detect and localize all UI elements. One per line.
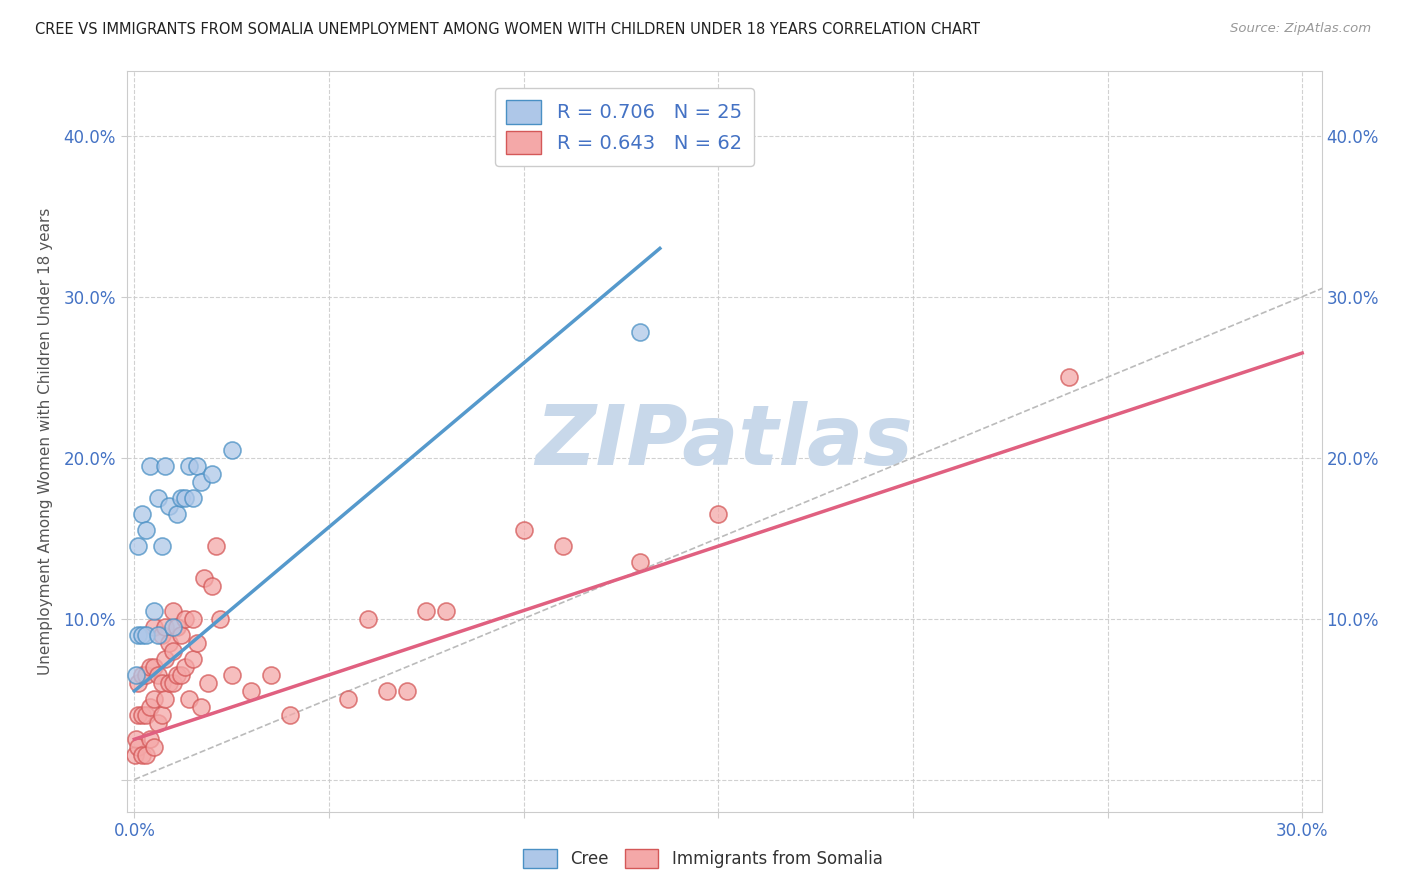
Point	[162, 619, 184, 633]
Point	[162, 644, 184, 658]
Point	[707, 507, 730, 521]
Point	[174, 660, 197, 674]
Point	[259, 668, 281, 682]
Point	[377, 684, 399, 698]
Point	[193, 571, 215, 585]
Point	[146, 628, 169, 642]
Point	[135, 523, 157, 537]
Point	[127, 708, 149, 723]
Point	[415, 603, 437, 617]
Point	[162, 603, 184, 617]
Point	[434, 603, 457, 617]
Point	[125, 732, 148, 747]
Point	[278, 708, 301, 723]
Point	[157, 676, 180, 690]
Legend: Cree, Immigrants from Somalia: Cree, Immigrants from Somalia	[516, 842, 890, 875]
Point	[131, 668, 153, 682]
Text: CREE VS IMMIGRANTS FROM SOMALIA UNEMPLOYMENT AMONG WOMEN WITH CHILDREN UNDER 18 : CREE VS IMMIGRANTS FROM SOMALIA UNEMPLOY…	[35, 22, 980, 37]
Point	[337, 692, 360, 706]
Point	[146, 668, 169, 682]
Point	[157, 636, 180, 650]
Point	[174, 491, 197, 505]
Point	[127, 539, 149, 553]
Point	[150, 708, 173, 723]
Point	[127, 628, 149, 642]
Point	[177, 458, 200, 473]
Y-axis label: Unemployment Among Women with Children Under 18 years: Unemployment Among Women with Children U…	[38, 208, 52, 675]
Point	[395, 684, 418, 698]
Legend: R = 0.706   N = 25, R = 0.643   N = 62: R = 0.706 N = 25, R = 0.643 N = 62	[495, 88, 754, 166]
Point	[125, 668, 148, 682]
Point	[1057, 370, 1080, 384]
Point	[157, 499, 180, 513]
Point	[205, 539, 228, 553]
Point	[131, 708, 153, 723]
Point	[201, 579, 224, 593]
Point	[181, 652, 204, 666]
Point	[221, 442, 243, 457]
Point	[150, 628, 173, 642]
Point	[135, 708, 157, 723]
Point	[181, 611, 204, 625]
Point	[174, 611, 197, 625]
Point	[162, 676, 184, 690]
Point	[131, 748, 153, 763]
Point	[197, 676, 219, 690]
Point	[124, 748, 146, 763]
Point	[155, 619, 177, 633]
Point	[166, 507, 188, 521]
Point	[142, 740, 165, 755]
Point	[146, 491, 169, 505]
Point	[142, 692, 165, 706]
Point	[628, 325, 651, 339]
Point	[131, 628, 153, 642]
Point	[135, 628, 157, 642]
Point	[139, 700, 162, 714]
Point	[139, 458, 162, 473]
Point	[512, 523, 534, 537]
Point	[150, 539, 173, 553]
Text: Source: ZipAtlas.com: Source: ZipAtlas.com	[1230, 22, 1371, 36]
Point	[170, 491, 193, 505]
Point	[142, 619, 165, 633]
Point	[131, 507, 153, 521]
Point	[127, 676, 149, 690]
Point	[221, 668, 243, 682]
Point	[357, 611, 380, 625]
Point	[628, 555, 651, 569]
Point	[155, 652, 177, 666]
Point	[201, 467, 224, 481]
Point	[208, 611, 231, 625]
Point	[139, 732, 162, 747]
Point	[170, 628, 193, 642]
Point	[190, 475, 212, 489]
Point	[135, 748, 157, 763]
Point	[146, 716, 169, 731]
Point	[150, 676, 173, 690]
Point	[170, 668, 193, 682]
Point	[155, 458, 177, 473]
Point	[186, 458, 208, 473]
Point	[166, 619, 188, 633]
Point	[135, 668, 157, 682]
Point	[186, 636, 208, 650]
Point	[177, 692, 200, 706]
Point	[127, 740, 149, 755]
Point	[240, 684, 263, 698]
Point	[166, 668, 188, 682]
Point	[551, 539, 574, 553]
Point	[142, 603, 165, 617]
Text: ZIPatlas: ZIPatlas	[536, 401, 912, 482]
Point	[139, 660, 162, 674]
Point	[190, 700, 212, 714]
Point	[155, 692, 177, 706]
Point	[181, 491, 204, 505]
Point	[142, 660, 165, 674]
